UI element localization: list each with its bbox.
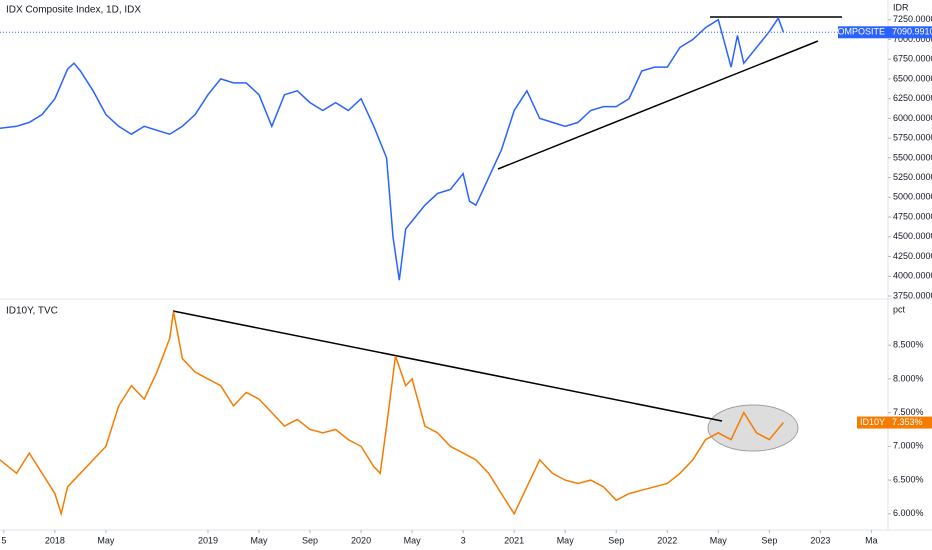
y-tick-label: 7250.0000 [893, 14, 932, 24]
y-tick-label: 6000.0000 [893, 113, 932, 123]
x-tick-label: 2021 [504, 535, 524, 545]
y-tick-label: 6500.0000 [893, 73, 932, 83]
pane-title: IDX Composite Index, 1D, IDX [6, 5, 141, 16]
x-tick-label: May [250, 535, 268, 545]
y-tick-label: 6.000% [893, 508, 924, 518]
x-tick-label: May [404, 535, 422, 545]
last-value-label: 7.353% [892, 417, 923, 427]
price-line [0, 16, 785, 281]
y-tick-label: 4500.0000 [893, 231, 932, 241]
x-tick-label: 2023 [810, 535, 830, 545]
y-tick-label: 7.000% [893, 441, 924, 451]
price-line [0, 311, 784, 517]
x-tick-label: May [710, 535, 728, 545]
y-tick-label: 6250.0000 [893, 93, 932, 103]
y-tick-label: 4750.0000 [893, 211, 932, 221]
x-tick-label: Sep [608, 535, 624, 545]
x-tick-label: May [557, 535, 575, 545]
axis-unit: pct [893, 304, 906, 314]
y-tick-label: 5750.0000 [893, 133, 932, 143]
x-tick-label: 5 [1, 535, 6, 545]
y-tick-label: 5250.0000 [893, 172, 932, 182]
series-name-label: ID10Y [860, 417, 885, 427]
axis-unit: IDR [893, 2, 909, 12]
y-tick-label: 6.500% [893, 474, 924, 484]
x-tick-label: 2018 [45, 535, 65, 545]
x-tick-label: 2022 [657, 535, 677, 545]
y-tick-label: 5500.0000 [893, 152, 932, 162]
x-tick-label: 2020 [351, 535, 371, 545]
pane-title: ID10Y, TVC [6, 306, 58, 317]
y-tick-label: 3750.0000 [893, 290, 932, 300]
y-tick-label: 8.500% [893, 340, 924, 350]
x-tick-label: Sep [302, 535, 318, 545]
y-tick-label: 7.500% [893, 407, 924, 417]
support-trendline [497, 40, 819, 170]
y-tick-label: 8.000% [893, 373, 924, 383]
last-value-label: 7090.9910 [892, 27, 932, 37]
y-tick-label: 5000.0000 [893, 192, 932, 202]
y-tick-label: 7000.0000 [893, 34, 932, 44]
y-tick-label: 4250.0000 [893, 251, 932, 261]
last-value-badge [857, 416, 932, 429]
last-value-badge [838, 26, 932, 39]
x-tick-label: May [97, 535, 115, 545]
x-tick-label: Sep [761, 535, 777, 545]
yield-trendline [172, 310, 723, 422]
y-tick-label: 4000.0000 [893, 271, 932, 281]
x-tick-label: Ma [865, 535, 878, 545]
x-tick-label: 2019 [198, 535, 218, 545]
series-name-label: COMPOSITE [831, 27, 885, 37]
y-tick-label: 6750.0000 [893, 54, 932, 64]
x-tick-label: 3 [461, 535, 466, 545]
